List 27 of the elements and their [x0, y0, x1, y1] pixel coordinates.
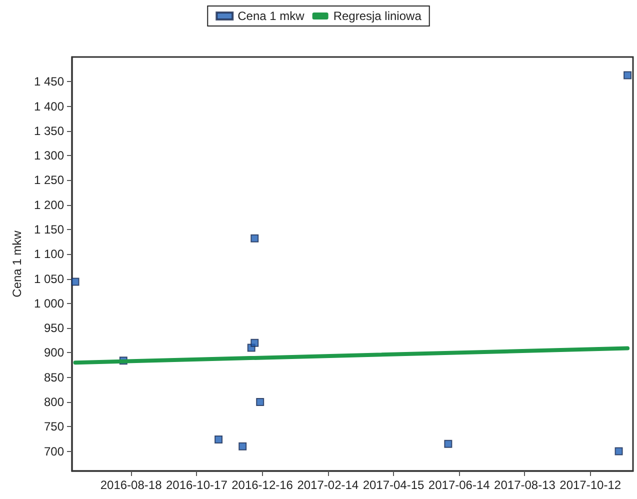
y-tick-label: 800 — [44, 395, 64, 409]
y-tick-label: 750 — [44, 420, 64, 434]
legend-label: Cena 1 mkw — [238, 9, 305, 23]
y-tick-label: 1 450 — [34, 74, 64, 89]
y-tick-label: 850 — [44, 370, 64, 384]
x-tick-label: 2017-10-12 — [560, 478, 622, 492]
y-tick-label: 1 200 — [34, 198, 64, 212]
y-tick-label: 1 300 — [34, 148, 64, 163]
y-tick-label: 700 — [44, 444, 64, 458]
y-tick-label: 1 250 — [34, 173, 64, 188]
y-axis-title: Cena 1 mkw — [10, 230, 24, 298]
x-tick-label: 2017-04-15 — [362, 478, 425, 492]
x-tick-label: 2016-08-18 — [100, 478, 162, 492]
y-tick-label: 1 100 — [34, 247, 64, 262]
y-tick-label: 1 050 — [34, 272, 64, 286]
x-tick-label: 2016-10-17 — [166, 478, 228, 492]
x-tick-label: 2017-02-14 — [297, 478, 359, 492]
x-tick-label: 2017-08-13 — [494, 478, 556, 492]
y-tick-label: 950 — [44, 321, 64, 336]
y-tick-label: 1 350 — [34, 124, 64, 138]
y-tick-label: 1 000 — [34, 296, 64, 310]
y-tick-label: 900 — [44, 346, 64, 360]
x-tick-label: 2016-12-16 — [232, 478, 294, 492]
x-tick-label: 2017-06-14 — [428, 478, 490, 492]
legend-label: Regresja liniowa — [333, 9, 422, 23]
y-tick-label: 1 400 — [34, 99, 64, 114]
y-tick-label: 1 150 — [34, 222, 64, 236]
